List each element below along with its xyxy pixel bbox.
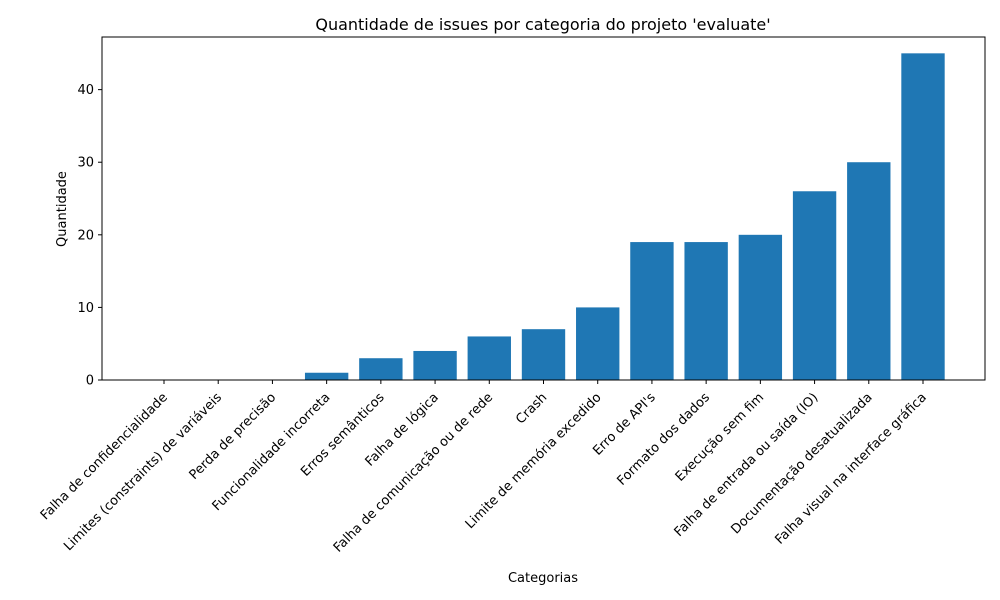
y-axis: 0 10 20 30 40 — [77, 83, 102, 389]
y-tick-label: 40 — [77, 83, 94, 98]
bar — [901, 53, 945, 380]
bar — [359, 358, 403, 380]
bar — [684, 242, 728, 380]
bar — [304, 372, 349, 380]
x-tick-label: Crash — [513, 390, 550, 427]
bar — [413, 350, 457, 380]
bar — [467, 336, 511, 380]
bar — [792, 191, 837, 380]
y-tick-label: 0 — [86, 374, 94, 389]
bars-group — [304, 53, 945, 380]
y-tick-label: 10 — [77, 301, 94, 316]
y-tick-label: 30 — [77, 156, 94, 171]
bar — [738, 234, 783, 380]
bar — [576, 307, 620, 380]
bar — [847, 162, 891, 380]
x-axis-title: Categorias — [508, 571, 578, 586]
bar — [521, 329, 566, 380]
plot-frame — [101, 36, 986, 381]
y-tick-label: 20 — [77, 228, 94, 243]
chart-title: Quantidade de issues por categoria do pr… — [315, 15, 770, 34]
x-tick-label: Formato dos dados — [615, 390, 714, 489]
y-axis-title: Quantidade — [55, 171, 70, 247]
bar — [630, 242, 674, 380]
